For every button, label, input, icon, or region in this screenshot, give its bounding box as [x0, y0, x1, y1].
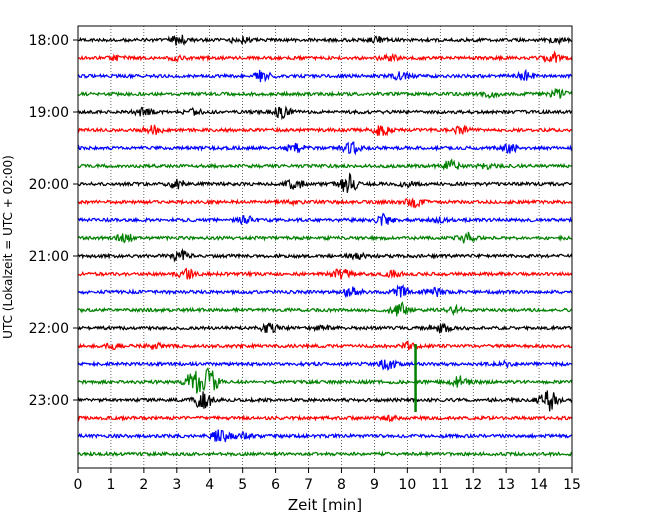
- x-tick-label: 13: [497, 477, 515, 493]
- y-tick-label: 19:00: [29, 105, 69, 121]
- trace-1900: [77, 105, 573, 121]
- trace-2315: [77, 414, 573, 423]
- trace-2045: [77, 231, 573, 244]
- trace-2215: [77, 339, 573, 351]
- trace-1915: [77, 124, 573, 137]
- trace-1830: [77, 68, 573, 83]
- trace-1845: [77, 87, 573, 100]
- x-tick-label: 1: [106, 477, 115, 493]
- x-tick-label: 14: [530, 477, 548, 493]
- y-axis-ticks: 18:00 19:00 20:00 21:00 22:00 23:00: [29, 33, 78, 409]
- x-tick-label: 6: [271, 477, 280, 493]
- y-tick-label: 21:00: [29, 249, 69, 265]
- x-tick-label: 8: [337, 477, 346, 493]
- trace-2200: [77, 322, 573, 334]
- trace-2230: [77, 358, 573, 372]
- trace-2145: [77, 301, 573, 317]
- trace-1800: [77, 34, 573, 47]
- trace-2300: [77, 390, 573, 412]
- trace-2330: [77, 429, 573, 443]
- x-tick-label: 4: [205, 477, 214, 493]
- vertical-grid: [110, 26, 540, 468]
- trace-2030: [77, 212, 573, 226]
- trace-2100: [77, 247, 573, 263]
- trace-2130: [77, 283, 573, 299]
- x-tick-label: 7: [304, 477, 313, 493]
- y-tick-label: 23:00: [29, 393, 69, 409]
- x-tick-label: 3: [172, 477, 181, 493]
- x-tick-label: 11: [431, 477, 449, 493]
- trace-1815: [77, 50, 573, 63]
- plot-frame: [77, 25, 573, 469]
- x-tick-label: 15: [563, 477, 581, 493]
- y-tick-label: 18:00: [29, 33, 69, 49]
- trace-2245: [77, 367, 573, 394]
- y-tick-label: 22:00: [29, 321, 69, 337]
- x-tick-label: 12: [464, 477, 482, 493]
- x-axis-ticks: 0 1 2 3 4 5 6 7 8 9 10 11 12 13 14 15: [74, 468, 581, 493]
- traces: [77, 34, 573, 458]
- y-axis-label: UTC (Lokalzeit = UTC + 02:00): [1, 155, 15, 339]
- x-tick-label: 10: [398, 477, 416, 493]
- trace-2345: [77, 450, 573, 458]
- trace-1945: [77, 158, 573, 172]
- x-axis-label: Zeit [min]: [288, 496, 362, 514]
- x-tick-label: 0: [74, 477, 83, 493]
- trace-1930: [77, 141, 573, 156]
- x-tick-label: 2: [139, 477, 148, 493]
- x-tick-label: 5: [238, 477, 247, 493]
- y-tick-label: 20:00: [29, 177, 69, 193]
- trace-2115: [77, 267, 573, 280]
- x-tick-label: 9: [370, 477, 379, 493]
- trace-2015: [77, 197, 573, 209]
- trace-2000: [77, 172, 573, 193]
